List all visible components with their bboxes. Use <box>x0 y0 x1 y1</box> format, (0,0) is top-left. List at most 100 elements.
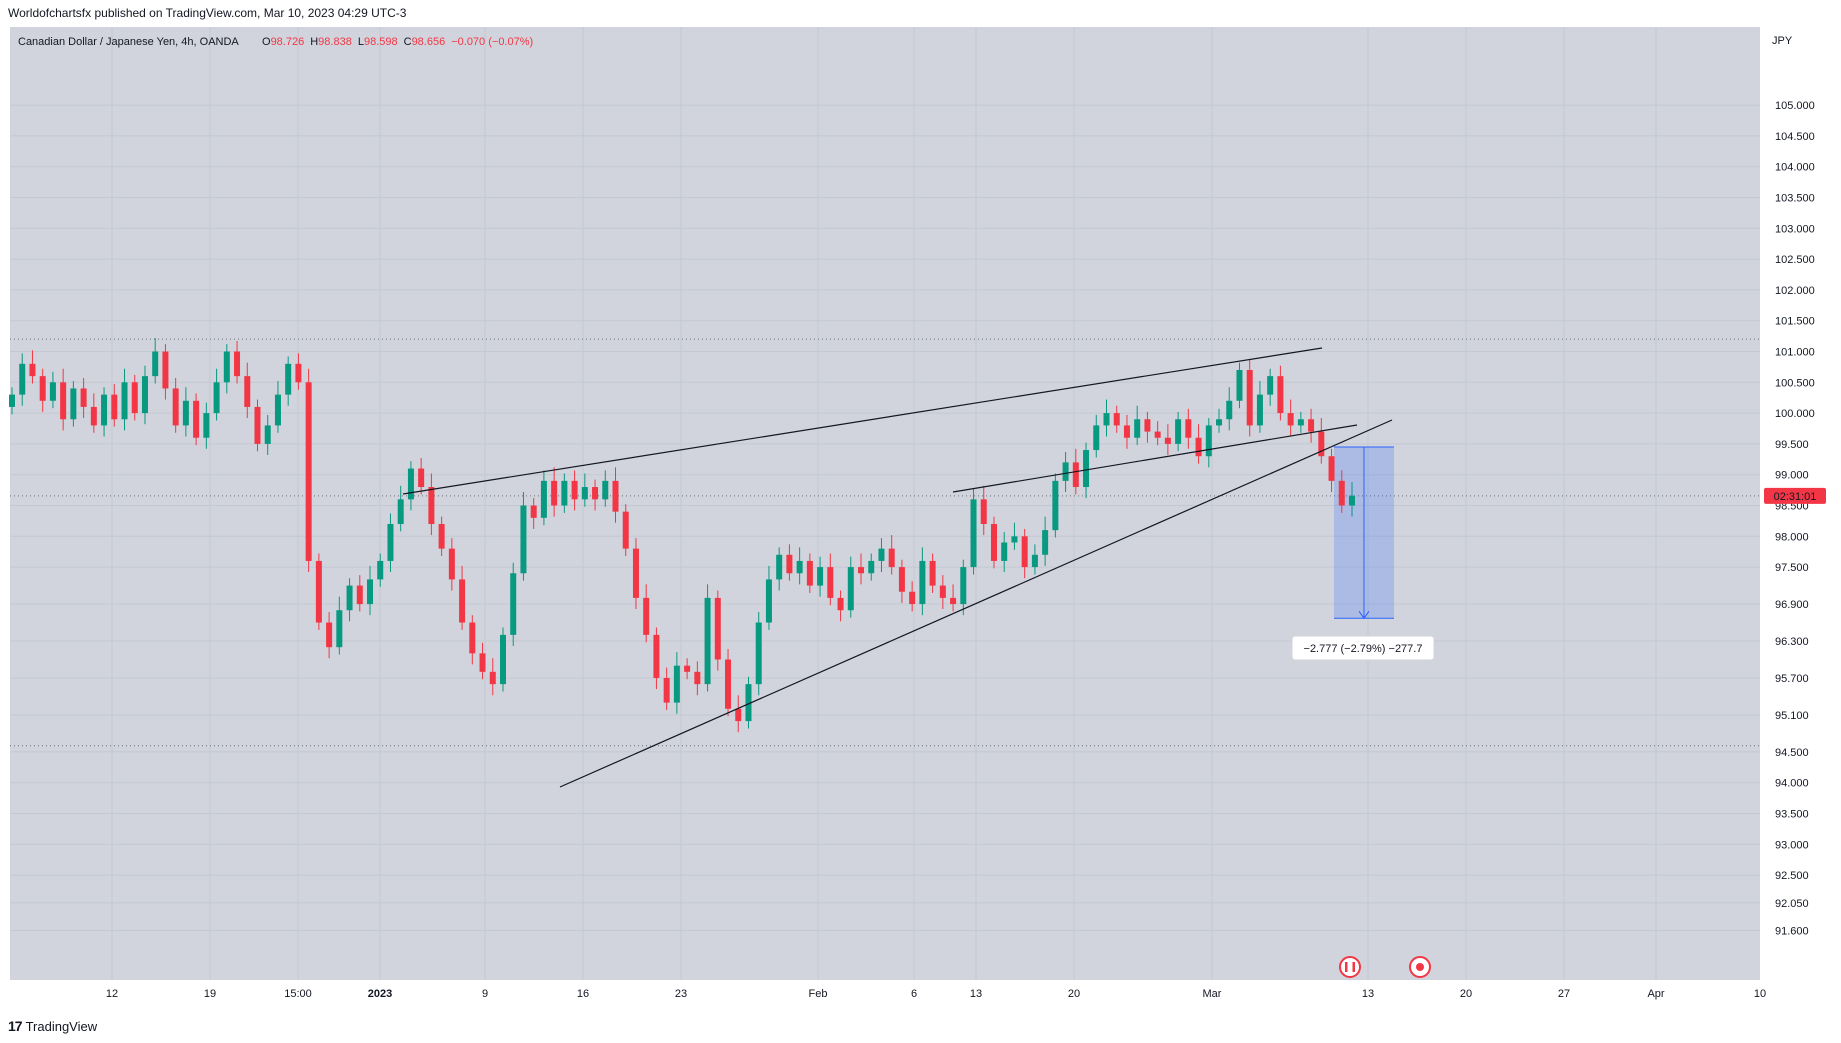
candle-body <box>1308 419 1315 432</box>
time-tick-16: 10 <box>1754 988 1766 1000</box>
candle-body <box>755 622 762 685</box>
trend-lines[interactable] <box>402 347 1393 788</box>
trend-line-2 <box>559 419 1393 788</box>
candle-body <box>622 511 629 549</box>
candle-body <box>234 351 241 377</box>
candle-body <box>19 363 26 395</box>
candle-body <box>878 548 885 561</box>
candle-body <box>858 567 865 574</box>
japan-event-icon[interactable] <box>1409 956 1431 978</box>
price-tick-8: 101.000 <box>1775 347 1815 359</box>
candle-body <box>898 567 905 592</box>
time-tick-2: 15:00 <box>284 988 312 1000</box>
candle-body <box>356 585 363 605</box>
close-value: 98.656 <box>412 36 446 48</box>
candle-body <box>950 597 957 605</box>
candle-body <box>1123 425 1130 438</box>
candle-body <box>990 523 997 561</box>
candle-body <box>786 554 793 574</box>
candle-body <box>1134 419 1141 438</box>
candle-body <box>1256 394 1263 426</box>
candle-body <box>223 351 230 383</box>
grid-layer <box>10 27 1760 980</box>
candle-body <box>765 579 772 623</box>
candle-body <box>131 382 138 414</box>
candle-body <box>827 567 834 598</box>
candle-body <box>1267 376 1274 395</box>
candle-body <box>1072 462 1079 488</box>
high-label: H <box>310 36 318 48</box>
candle-body <box>1175 419 1182 444</box>
candle-body <box>274 394 281 426</box>
time-tick-7: Feb <box>809 988 828 1000</box>
candle-body <box>1277 376 1284 414</box>
high-value: 98.838 <box>318 36 352 48</box>
candle-body <box>1195 437 1202 457</box>
time-tick-6: 23 <box>675 988 687 1000</box>
measure-tool[interactable]: −2.777 (−2.79%) −277.7 <box>1291 446 1435 661</box>
candle-body <box>152 351 159 377</box>
candle-body <box>39 376 46 401</box>
candle-body <box>203 413 210 438</box>
measure-arrow-head <box>1358 610 1370 620</box>
symbol-title: Canadian Dollar / Japanese Yen, 4h, OAND… <box>18 36 239 48</box>
candle-body <box>448 548 455 580</box>
plot-area[interactable] <box>10 27 1760 980</box>
candle-body <box>1031 554 1038 568</box>
candle-body <box>367 579 374 605</box>
price-tick-22: 93.500 <box>1775 809 1809 821</box>
time-axis-area[interactable] <box>10 980 1841 1008</box>
candle-body <box>806 560 813 586</box>
candle-body <box>285 363 292 395</box>
price-tick-3: 103.500 <box>1775 193 1815 205</box>
candle-body <box>725 659 732 709</box>
candle-body <box>80 388 87 407</box>
candle-body <box>980 499 987 524</box>
candle-body <box>469 622 476 654</box>
candle-body <box>489 671 496 685</box>
candle-body <box>1205 425 1212 457</box>
time-tick-1: 19 <box>204 988 216 1000</box>
candle-body <box>520 505 527 574</box>
price-tick-18: 95.700 <box>1775 673 1809 685</box>
candle-body <box>663 677 670 703</box>
time-tick-9: 13 <box>970 988 982 1000</box>
measure-label: −2.777 (−2.79%) −277.7 <box>1304 643 1423 655</box>
candle-body <box>1052 480 1059 531</box>
candle-body <box>254 406 261 444</box>
candle-body <box>29 363 36 377</box>
candle-body <box>776 554 783 580</box>
candle-body <box>684 665 691 672</box>
candle-body <box>796 560 803 574</box>
candle-body <box>1297 419 1304 426</box>
time-tick-11: Mar <box>1203 988 1222 1000</box>
canada-event-icon[interactable] <box>1339 956 1361 978</box>
candle-body <box>530 505 537 518</box>
price-tick-2: 104.000 <box>1775 162 1815 174</box>
candle-body <box>632 548 639 598</box>
candle-body <box>1216 419 1223 426</box>
measure-label-box <box>1291 635 1435 661</box>
price-tick-16: 96.900 <box>1775 599 1809 611</box>
candle-body <box>1164 437 1171 444</box>
candle-body <box>121 382 128 420</box>
candle-body <box>673 665 680 703</box>
open-value: 98.726 <box>271 36 305 48</box>
candle-body <box>1338 480 1345 506</box>
candle-body <box>1185 419 1192 438</box>
time-tick-12: 13 <box>1362 988 1374 1000</box>
candle-body <box>643 597 650 635</box>
candle-body <box>407 468 414 500</box>
candle-body <box>970 499 977 568</box>
candle-body <box>326 622 333 648</box>
candle-body <box>694 671 701 685</box>
price-tick-4: 103.000 <box>1775 223 1815 235</box>
candle-body <box>847 567 854 611</box>
currency-label: JPY <box>1772 35 1793 47</box>
time-tick-3: 2023 <box>368 988 392 1000</box>
trend-line-0 <box>402 347 1323 495</box>
candle-body <box>704 597 711 685</box>
candle-body <box>1144 419 1151 432</box>
candle-body <box>182 400 189 426</box>
